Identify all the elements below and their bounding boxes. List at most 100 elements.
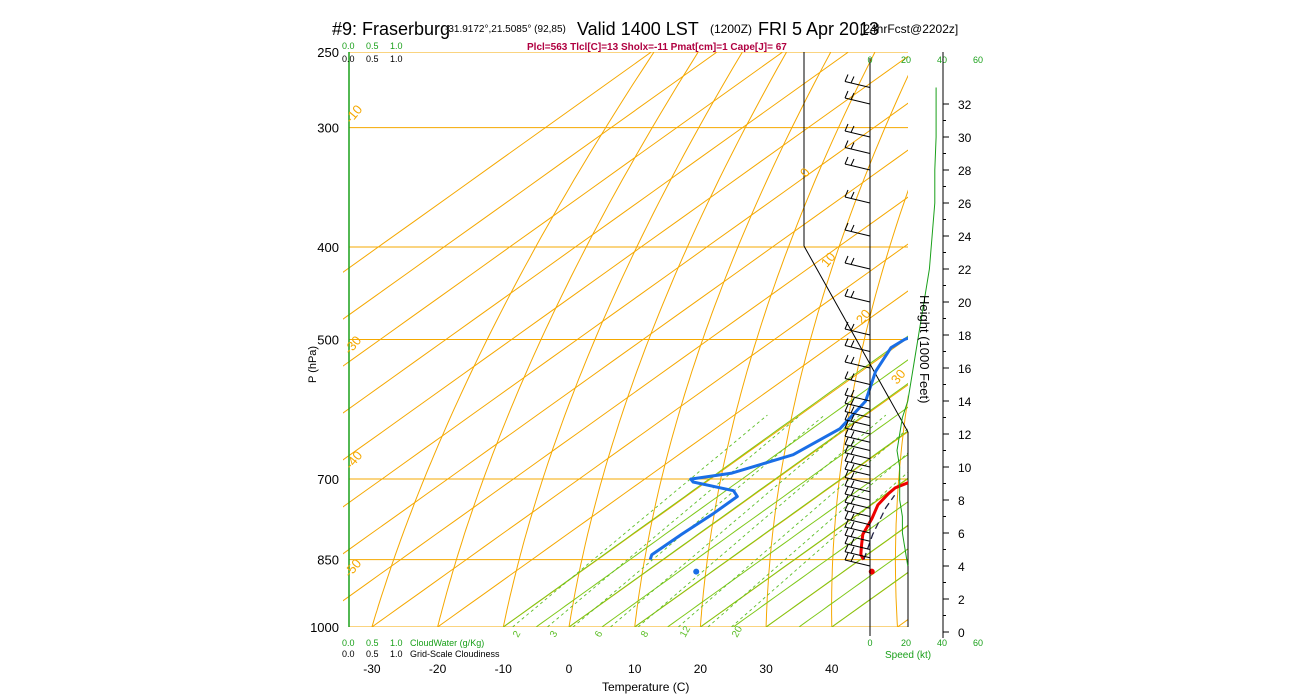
barb-staff xyxy=(844,81,871,88)
barb-flag xyxy=(850,464,855,471)
barb-flag xyxy=(850,488,855,496)
dry-adiabat xyxy=(1241,52,1292,627)
height-tick-label: 8 xyxy=(958,494,965,508)
barb-flag xyxy=(844,338,849,346)
chart-title: #9: Fraserburg -31.9172°,21.5085° (92,85… xyxy=(332,19,958,39)
dry-adiabat xyxy=(437,52,699,627)
barb-staff xyxy=(844,147,871,154)
dry-adiabat xyxy=(894,394,908,627)
pressure-tick-label: 500 xyxy=(317,333,339,348)
barb-staff xyxy=(844,518,871,526)
isotherm xyxy=(343,196,908,602)
barb-flag xyxy=(844,429,849,437)
sounding-traces xyxy=(648,336,908,575)
height-tick-label: 28 xyxy=(958,164,972,178)
barb-staff xyxy=(844,328,871,336)
title-valid: Valid 1400 LST xyxy=(577,19,699,39)
barb-flag xyxy=(850,414,855,422)
mixing-ratio-label: 6 xyxy=(593,629,606,640)
isotherm-label: 10 xyxy=(818,249,839,270)
speed-tick-top: 60 xyxy=(973,55,983,65)
wind-barb xyxy=(844,354,871,369)
dry-adiabat xyxy=(1294,52,1300,627)
cloudwater-label: CloudWater (g/Kg) xyxy=(410,638,484,648)
moist-adiabat xyxy=(634,430,908,627)
speed-axis-title: Speed (kt) xyxy=(885,650,931,661)
isotherm xyxy=(343,52,652,273)
barb-flag xyxy=(844,536,849,544)
barb-flag xyxy=(844,404,849,412)
wind-barb xyxy=(844,445,871,460)
barb-flag xyxy=(844,511,849,519)
barb-flag xyxy=(844,495,849,503)
height-tick-label: 2 xyxy=(958,593,965,607)
isotherm-label: -40 xyxy=(342,448,366,472)
barb-staff xyxy=(844,427,871,435)
barb-flag xyxy=(850,125,855,133)
mixing-ratio-line xyxy=(547,414,801,627)
dry-adiabat xyxy=(634,52,832,627)
barb-flag xyxy=(844,478,849,486)
wind-barb xyxy=(844,371,871,385)
height-tick-label: 24 xyxy=(958,230,972,244)
wind-barb xyxy=(844,404,871,418)
cloud-bot-black-0: 0.0 xyxy=(342,649,355,659)
wind-barb xyxy=(844,90,871,105)
barb-staff xyxy=(844,130,871,138)
barb-staff xyxy=(844,229,871,237)
barb-flag xyxy=(850,389,855,397)
mixing-ratio-line xyxy=(637,414,887,627)
mixing-ratio-line xyxy=(731,471,908,627)
wind-barb xyxy=(844,552,871,567)
wind-barb xyxy=(844,519,871,534)
height-tick-label: 18 xyxy=(958,329,972,343)
barb-flag xyxy=(844,140,849,148)
wind-barb xyxy=(844,140,871,154)
cloud-scale-top: 0.0 0.5 1.0 0.0 0.5 1.0 xyxy=(342,41,403,64)
barb-staff xyxy=(844,551,871,559)
cloud-top-green-1: 0.5 xyxy=(366,41,379,51)
height-tick-label: 16 xyxy=(958,362,972,376)
isotherm xyxy=(343,52,783,367)
slant-border xyxy=(803,245,909,433)
barb-flag xyxy=(844,123,849,132)
dewpoint-trace xyxy=(648,336,908,561)
wind-barb xyxy=(844,412,871,427)
barb-staff xyxy=(844,262,871,270)
barb-staff xyxy=(844,378,871,385)
mixing-ratio-line xyxy=(678,428,908,627)
height-tick-label: 22 xyxy=(958,263,972,277)
barb-staff xyxy=(844,196,871,204)
barb-flag xyxy=(850,505,855,513)
barb-staff xyxy=(844,419,871,427)
barb-flag xyxy=(850,480,855,488)
speed-tick-bottom: 60 xyxy=(973,638,983,648)
mixing-ratio-line xyxy=(610,414,861,627)
wind-barb xyxy=(844,420,871,435)
title-coords: -31.9172°,21.5085° (92,85) xyxy=(445,24,566,35)
height-tick-label: 30 xyxy=(958,131,972,145)
barb-flag xyxy=(850,497,855,504)
barb-flag xyxy=(850,538,855,546)
wind-barb xyxy=(844,544,871,559)
barb-flag xyxy=(844,74,849,82)
barb-staff xyxy=(844,534,871,542)
height-tick-label: 32 xyxy=(958,98,972,112)
mixing-ratio-labels: 2 3 6 8 12 20 xyxy=(511,624,745,640)
moist-adiabat xyxy=(700,477,908,627)
barb-staff xyxy=(844,97,871,105)
temperature-tick-label: -30 xyxy=(363,662,381,676)
barb-flag xyxy=(850,323,855,331)
barb-flag xyxy=(844,552,849,561)
barb-flag xyxy=(850,521,855,529)
barb-flag xyxy=(844,519,849,528)
mixing-ratio-line xyxy=(512,414,768,627)
barb-staff xyxy=(844,468,871,476)
surface-dewpoint-marker xyxy=(693,568,700,575)
barb-flag xyxy=(844,90,849,99)
cloud-bot-black-2: 1.0 xyxy=(390,649,403,659)
barb-flag xyxy=(850,472,855,480)
